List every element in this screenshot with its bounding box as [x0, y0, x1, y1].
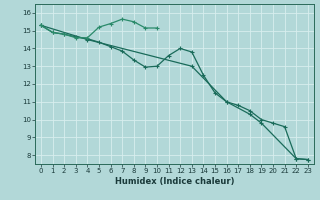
X-axis label: Humidex (Indice chaleur): Humidex (Indice chaleur): [115, 177, 234, 186]
